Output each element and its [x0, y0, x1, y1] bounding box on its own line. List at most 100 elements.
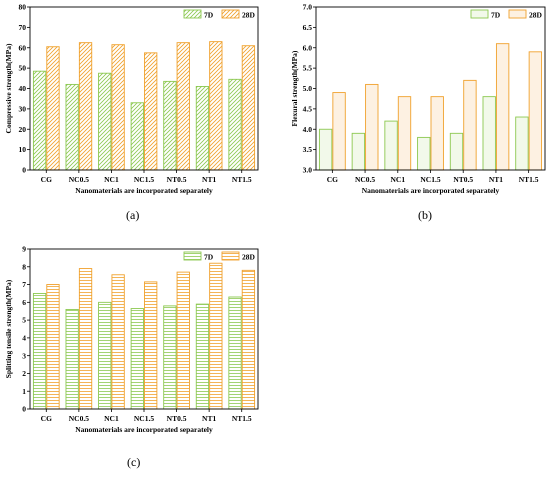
bar-7d-nc1 — [384, 120, 398, 171]
bar-7d-nt0-5 — [449, 132, 464, 171]
bar-28d-nt1 — [209, 41, 223, 171]
chart-c: 0 1 2 3 4 5 6 7 8 9 CG NC0.5 NC1 NC1.5 NT0.5 NT1 NT1.5 Na… — [4, 245, 259, 434]
y-tick-label: 30 — [19, 104, 27, 113]
y-tick-label: 20 — [19, 125, 27, 134]
panel-label-a: (a) — [126, 208, 140, 222]
y-tick-label: 0 — [22, 405, 26, 414]
x-tick-label: NC1 — [104, 414, 119, 423]
x-tick-label: NC1 — [104, 175, 119, 184]
y-tick-label: 80 — [19, 3, 27, 12]
plot-frame — [29, 248, 259, 410]
bar-7d-nc0-5 — [65, 83, 79, 171]
x-tick-label: NT1 — [202, 175, 216, 184]
bar-28d-nc1-5 — [144, 52, 158, 171]
panel-label-c: (c) — [127, 455, 141, 469]
bar-28d-cg — [46, 284, 60, 410]
bar-7d-nt1-5 — [228, 78, 242, 171]
bar-28d-nt1-5 — [528, 51, 543, 171]
x-tick-label: CG — [41, 414, 52, 423]
bar-7d-nc1 — [98, 72, 112, 171]
y-tick-label: 3.0 — [303, 166, 313, 175]
y-axis-label: Compressive strength(MPa) — [4, 43, 13, 133]
bar-7d-cg — [32, 70, 47, 171]
bar-28d-nt1 — [209, 262, 223, 410]
chart-a: 0 10 20 30 40 50 60 70 80 CG NC0.5 NC1 NC1.5 NT0.5 NT1… — [4, 3, 259, 195]
y-tick-label: 60 — [19, 43, 27, 52]
x-tick-label: NT1.5 — [519, 175, 539, 184]
legend-label-28d: 28D — [242, 11, 256, 20]
y-tick-label: 4.5 — [303, 104, 313, 113]
legend-swatch-28d — [221, 9, 240, 19]
bar-7d-nt0-5 — [163, 80, 177, 171]
y-tick-label: 50 — [19, 64, 27, 73]
bar-7d-cg — [318, 128, 333, 171]
x-tick-label: NT0.5 — [453, 175, 473, 184]
legend-label-7d: 7D — [491, 11, 501, 20]
x-tick-label: NT1 — [202, 414, 216, 423]
legend-swatch-7d — [183, 9, 202, 19]
panel-label-b: (b) — [418, 208, 432, 222]
x-tick-label: NT1.5 — [232, 414, 252, 423]
bar-28d-nc1-5 — [430, 96, 444, 171]
chart-b: 3.0 3.5 4.0 4.5 5.0 5.5 6.0 6.5 7.0 CG NC0.5 NC1 NC1… — [290, 3, 546, 195]
x-tick-label: NC0.5 — [69, 414, 89, 423]
y-tick-label: 7.0 — [303, 3, 313, 12]
legend-swatch-7d — [470, 9, 489, 19]
bar-28d-nc0-5 — [78, 42, 93, 171]
x-tick-label: NC0.5 — [355, 175, 375, 184]
x-tick-label: CG — [41, 175, 52, 184]
y-tick-label: 1 — [22, 387, 26, 396]
bar-28d-nt0-5 — [176, 271, 190, 410]
y-tick-label: 4.0 — [303, 125, 313, 134]
y-tick-label: 9 — [22, 245, 26, 254]
bar-7d-nc0-5 — [351, 132, 366, 171]
bar-7d-nt1 — [195, 303, 210, 410]
y-tick-label: 8 — [22, 262, 26, 271]
x-tick-label: NT1.5 — [232, 175, 252, 184]
y-tick-label: 6.0 — [303, 43, 313, 52]
plot-frame — [29, 6, 259, 171]
bar-7d-nt0-5 — [163, 305, 177, 410]
bar-7d-nc1 — [98, 301, 112, 410]
y-tick-label: 4 — [22, 333, 26, 342]
x-axis-label: Nanomaterials are incorporated separatel… — [75, 186, 213, 195]
legend-label-28d: 28D — [529, 11, 543, 20]
bar-28d-nt0-5 — [176, 42, 190, 171]
legend-label-7d: 7D — [204, 11, 214, 20]
bar-28d-nc1 — [111, 44, 125, 171]
bar-28d-nt0-5 — [463, 79, 477, 171]
x-axis-label: Nanomaterials are incorporated separatel… — [75, 425, 213, 434]
x-tick-label: NT0.5 — [167, 175, 187, 184]
x-tick-label: NC1.5 — [134, 175, 154, 184]
bar-7d-nt1 — [195, 86, 210, 171]
y-tick-label: 40 — [19, 84, 27, 93]
y-tick-label: 70 — [19, 23, 27, 32]
x-tick-label: NC0.5 — [69, 175, 89, 184]
bar-28d-nt1 — [495, 43, 510, 171]
bar-28d-nc1-5 — [144, 281, 158, 410]
x-tick-label: NT1 — [489, 175, 503, 184]
y-tick-label: 3 — [22, 351, 26, 360]
bar-28d-nc1 — [397, 96, 412, 171]
x-tick-label: CG — [327, 175, 338, 184]
y-axis-label: Splitting tensile strength(MPa) — [4, 279, 13, 378]
legend-swatch-7d — [183, 251, 202, 261]
bar-7d-nt1 — [482, 96, 496, 171]
y-tick-label: 2 — [22, 369, 26, 378]
bar-7d-nt1-5 — [515, 116, 529, 171]
x-tick-label: NT0.5 — [167, 414, 187, 423]
legend-swatch-28d — [221, 251, 240, 261]
bar-28d-cg — [332, 92, 346, 171]
y-tick-label: 6.5 — [303, 23, 313, 32]
legend-label-7d: 7D — [204, 253, 214, 262]
x-axis-label: Nanomaterials are incorporated separatel… — [362, 186, 500, 195]
bar-28d-nc0-5 — [365, 83, 379, 171]
y-tick-label: 7 — [22, 280, 26, 289]
y-tick-label: 5.0 — [303, 84, 313, 93]
x-tick-label: NC1.5 — [420, 175, 440, 184]
legend-swatch-28d — [508, 9, 527, 19]
y-tick-label: 3.5 — [303, 145, 313, 154]
bar-7d-nc1-5 — [417, 136, 431, 171]
bar-28d-nt1-5 — [241, 45, 256, 171]
